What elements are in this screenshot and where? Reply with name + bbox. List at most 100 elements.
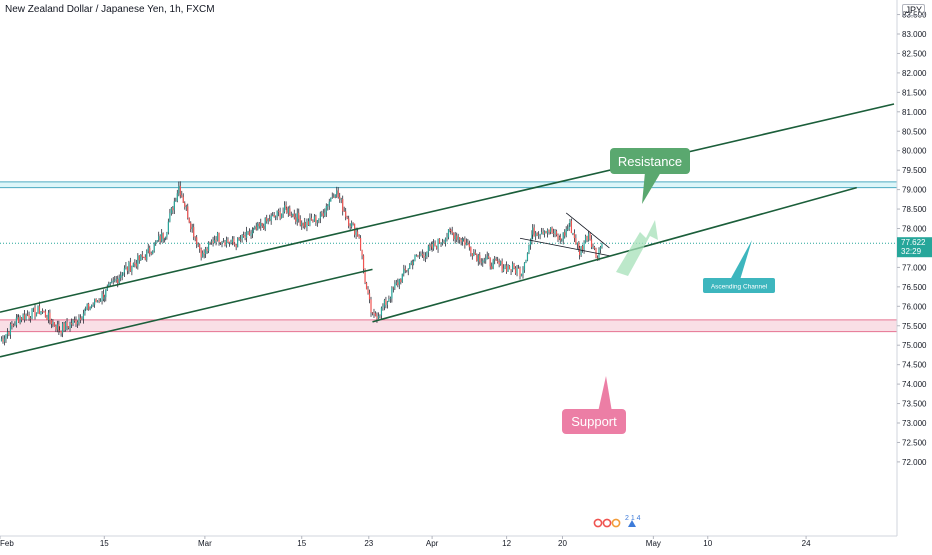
candle[interactable] — [380, 306, 383, 320]
candle[interactable] — [225, 236, 228, 248]
candle[interactable] — [32, 307, 35, 313]
candle[interactable] — [22, 313, 24, 320]
candle[interactable] — [471, 253, 473, 260]
candle[interactable] — [91, 304, 93, 309]
candle[interactable] — [526, 252, 529, 262]
candle[interactable] — [128, 260, 130, 274]
candle[interactable] — [88, 302, 90, 311]
candle[interactable] — [196, 234, 198, 249]
candle[interactable] — [245, 226, 248, 243]
candle[interactable] — [92, 302, 94, 307]
candle[interactable] — [548, 229, 550, 235]
candle[interactable] — [583, 240, 585, 254]
candle[interactable] — [310, 213, 313, 221]
candle[interactable] — [506, 261, 508, 274]
candle[interactable] — [343, 206, 345, 212]
candle[interactable] — [456, 232, 458, 243]
candle[interactable] — [431, 241, 433, 252]
candle[interactable] — [138, 255, 140, 264]
candle[interactable] — [238, 236, 240, 241]
candle[interactable] — [58, 320, 60, 335]
candle[interactable] — [382, 303, 384, 311]
candle[interactable] — [52, 319, 54, 328]
candle[interactable] — [508, 265, 511, 270]
candle[interactable] — [309, 213, 311, 227]
candle[interactable] — [520, 273, 523, 277]
candle[interactable] — [435, 245, 438, 250]
candle[interactable] — [362, 254, 365, 274]
candle[interactable] — [421, 249, 424, 259]
resistance-label[interactable]: Resistance — [610, 148, 690, 204]
candle[interactable] — [286, 206, 288, 214]
candle[interactable] — [511, 261, 514, 273]
candle[interactable] — [285, 201, 287, 210]
candle[interactable] — [581, 244, 584, 253]
candle[interactable] — [224, 240, 226, 247]
candle[interactable] — [351, 220, 353, 229]
candle[interactable] — [167, 218, 169, 235]
ascending-channel-label[interactable]: Ascending Channel — [703, 240, 775, 293]
candle[interactable] — [443, 239, 445, 244]
candle[interactable] — [517, 264, 520, 269]
candle[interactable] — [586, 235, 588, 243]
candle[interactable] — [601, 242, 603, 249]
candle[interactable] — [453, 232, 455, 242]
wedge-bottom-line[interactable] — [519, 237, 610, 257]
candle[interactable] — [361, 249, 363, 260]
candle[interactable] — [552, 228, 555, 238]
candle[interactable] — [19, 315, 21, 325]
currency-badge[interactable]: JPY — [902, 4, 925, 16]
candle[interactable] — [126, 266, 128, 275]
candle[interactable] — [103, 294, 105, 303]
candle[interactable] — [447, 229, 450, 240]
candle[interactable] — [404, 265, 406, 274]
candle[interactable] — [219, 241, 222, 246]
candle[interactable] — [315, 214, 317, 226]
candle[interactable] — [69, 321, 71, 332]
candle[interactable] — [61, 322, 64, 338]
candle[interactable] — [41, 308, 44, 315]
channel-lower-parallel-line[interactable] — [0, 268, 373, 358]
candle[interactable] — [125, 262, 127, 270]
candle[interactable] — [263, 223, 265, 231]
candle[interactable] — [426, 251, 428, 260]
candle[interactable] — [40, 310, 42, 316]
candle[interactable] — [79, 314, 82, 324]
candle[interactable] — [365, 281, 368, 290]
candle[interactable] — [230, 239, 232, 245]
candle[interactable] — [410, 260, 412, 266]
candle[interactable] — [470, 246, 472, 257]
candle[interactable] — [209, 241, 211, 245]
event-icon-1[interactable] — [602, 518, 612, 528]
candle[interactable] — [176, 189, 178, 203]
candle[interactable] — [53, 322, 55, 327]
candle[interactable] — [559, 233, 561, 244]
candle[interactable] — [216, 231, 219, 242]
candle[interactable] — [111, 278, 113, 284]
candle[interactable] — [589, 232, 591, 241]
candle[interactable] — [89, 306, 91, 311]
candle[interactable] — [221, 240, 223, 248]
candle[interactable] — [37, 305, 39, 314]
candle[interactable] — [444, 237, 447, 247]
candle[interactable] — [370, 296, 372, 317]
candle[interactable] — [170, 207, 172, 216]
candle[interactable] — [70, 318, 73, 329]
candle[interactable] — [298, 208, 300, 223]
candle[interactable] — [141, 250, 143, 260]
candle[interactable] — [324, 208, 326, 218]
candle[interactable] — [567, 224, 569, 232]
candle[interactable] — [371, 311, 374, 316]
candle[interactable] — [497, 256, 499, 264]
candle[interactable] — [75, 316, 77, 327]
candle[interactable] — [247, 230, 249, 235]
candle[interactable] — [500, 260, 502, 266]
candle[interactable] — [467, 238, 469, 246]
candle[interactable] — [240, 235, 242, 243]
candle[interactable] — [164, 236, 166, 241]
candle[interactable] — [289, 205, 291, 216]
candle[interactable] — [449, 227, 451, 233]
candle[interactable] — [457, 233, 459, 244]
candle[interactable] — [179, 181, 181, 199]
candle[interactable] — [14, 321, 16, 327]
